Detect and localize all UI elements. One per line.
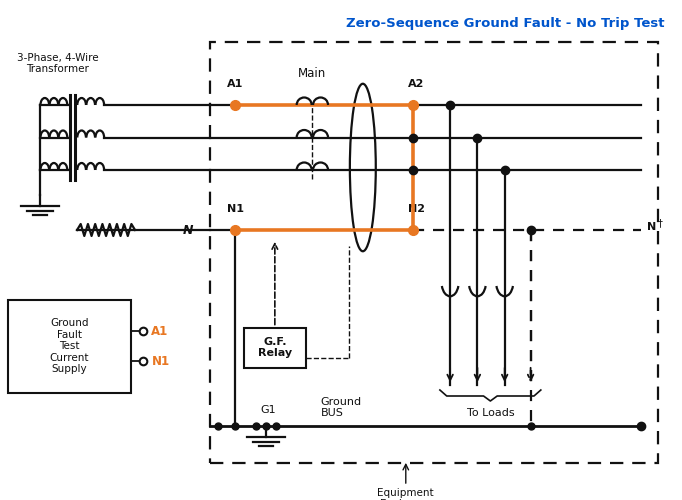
Text: N1: N1: [227, 204, 243, 214]
Text: Ground
BUS: Ground BUS: [321, 397, 361, 418]
Text: Zero-Sequence Ground Fault - No Trip Test: Zero-Sequence Ground Fault - No Trip Tes…: [346, 18, 665, 30]
Text: N2: N2: [408, 204, 424, 214]
Bar: [244, 328, 306, 368]
Text: A1: A1: [227, 79, 243, 89]
Text: N: N: [647, 222, 656, 232]
Text: 3-Phase, 4-Wire
Transformer: 3-Phase, 4-Wire Transformer: [17, 52, 99, 74]
Text: A1: A1: [151, 325, 168, 338]
Text: Main: Main: [298, 67, 327, 80]
Text: N: N: [183, 224, 193, 236]
Text: Ground
Fault
Test
Current
Supply: Ground Fault Test Current Supply: [50, 318, 89, 374]
Text: A2: A2: [408, 79, 424, 89]
Text: G.F.
Relay: G.F. Relay: [258, 336, 292, 358]
Text: Equipment
Enclosure: Equipment Enclosure: [377, 488, 434, 500]
Bar: [210, 42, 658, 463]
Text: To Loads: To Loads: [466, 408, 514, 418]
Text: G1: G1: [261, 405, 276, 415]
Text: N1: N1: [151, 354, 170, 368]
Text: †: †: [657, 218, 662, 228]
Bar: [8, 300, 131, 392]
